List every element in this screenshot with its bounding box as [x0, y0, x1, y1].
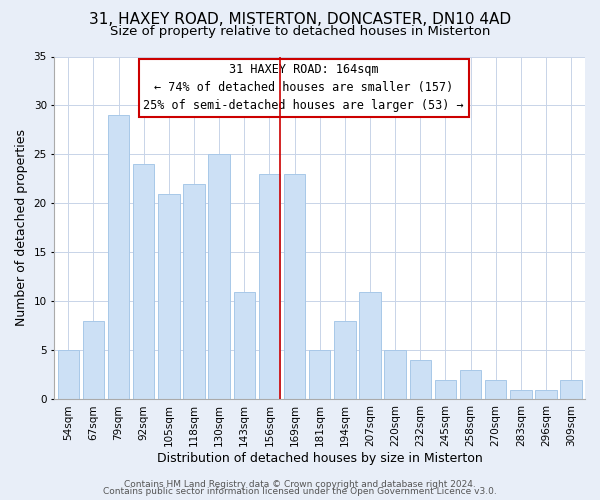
Text: Contains public sector information licensed under the Open Government Licence v3: Contains public sector information licen… [103, 488, 497, 496]
Bar [560, 380, 582, 400]
Bar [435, 380, 456, 400]
Text: Size of property relative to detached houses in Misterton: Size of property relative to detached ho… [110, 25, 490, 38]
Bar [460, 370, 481, 400]
Bar [309, 350, 331, 400]
Bar [334, 321, 356, 400]
Text: 31, HAXEY ROAD, MISTERTON, DONCASTER, DN10 4AD: 31, HAXEY ROAD, MISTERTON, DONCASTER, DN… [89, 12, 511, 28]
Bar [284, 174, 305, 400]
Bar [158, 194, 179, 400]
Bar [58, 350, 79, 400]
Bar [233, 292, 255, 400]
Bar [485, 380, 506, 400]
Bar [535, 390, 557, 400]
Bar [385, 350, 406, 400]
Text: Contains HM Land Registry data © Crown copyright and database right 2024.: Contains HM Land Registry data © Crown c… [124, 480, 476, 489]
Bar [83, 321, 104, 400]
Bar [359, 292, 380, 400]
Bar [208, 154, 230, 400]
Bar [410, 360, 431, 400]
X-axis label: Distribution of detached houses by size in Misterton: Distribution of detached houses by size … [157, 452, 482, 465]
Bar [184, 184, 205, 400]
Bar [510, 390, 532, 400]
Bar [108, 116, 129, 400]
Bar [259, 174, 280, 400]
Bar [133, 164, 154, 400]
Y-axis label: Number of detached properties: Number of detached properties [15, 130, 28, 326]
Text: 31 HAXEY ROAD: 164sqm
← 74% of detached houses are smaller (157)
25% of semi-det: 31 HAXEY ROAD: 164sqm ← 74% of detached … [143, 64, 464, 112]
